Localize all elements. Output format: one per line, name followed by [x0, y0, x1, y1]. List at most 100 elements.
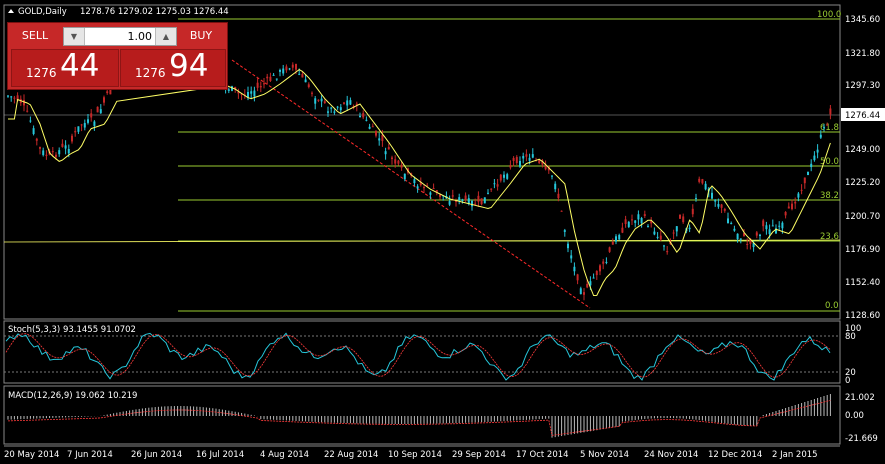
- fibonacci-retracement[interactable]: 100.0 61.8 50.0 38.2 23.6 0.0: [3, 10, 841, 312]
- stoch-main-line: [5, 332, 831, 381]
- candle-body: [775, 228, 777, 234]
- macd-histogram: [7, 394, 831, 438]
- candle-body: [618, 234, 621, 240]
- candle-body: [698, 178, 701, 182]
- macd-level: -21.669: [845, 434, 878, 444]
- candle-body: [307, 84, 310, 88]
- candle-body: [263, 83, 265, 85]
- lot-size-input[interactable]: [86, 28, 152, 45]
- price-label: 1152.40: [845, 278, 880, 288]
- candle-body: [474, 203, 477, 205]
- candle-body: [103, 97, 105, 103]
- candle-body: [663, 245, 665, 247]
- buy-price-button[interactable]: 1276 94: [120, 48, 226, 87]
- candle-body: [13, 97, 16, 99]
- date-label: 26 Jun 2014: [131, 450, 182, 460]
- date-label: 2 Jan 2015: [772, 450, 818, 460]
- candle-body: [656, 236, 659, 238]
- candle-body: [439, 194, 441, 197]
- symbol-title: GOLD,Daily: [18, 7, 67, 17]
- candle-body: [106, 91, 109, 94]
- candle-body: [42, 150, 45, 156]
- candle-body: [461, 199, 464, 201]
- candle-body: [490, 188, 493, 190]
- candle-body: [448, 201, 451, 205]
- candle-body: [467, 198, 470, 204]
- current-price-tag: [841, 108, 885, 121]
- candle-body: [829, 108, 832, 115]
- sell-price-pips: 44: [60, 48, 100, 84]
- candle-body: [807, 171, 809, 176]
- lot-size-stepper[interactable]: ▼ ▲: [63, 27, 177, 46]
- candle-body: [576, 274, 579, 281]
- candle-body: [39, 147, 41, 149]
- candle-body: [531, 154, 534, 158]
- candle-body: [301, 74, 304, 78]
- moving-average-line: [8, 69, 831, 297]
- candle-body: [327, 111, 329, 113]
- candle-body: [493, 183, 496, 185]
- candle-body: [23, 100, 25, 106]
- candle-body: [109, 89, 112, 95]
- candle-body: [435, 189, 438, 193]
- candle-body: [621, 227, 624, 233]
- horizontal-line[interactable]: [3, 239, 841, 243]
- candle-body: [567, 243, 569, 249]
- candle-body: [419, 182, 422, 186]
- date-label: 29 Sep 2014: [452, 450, 506, 460]
- price-label: 1297.30: [845, 81, 880, 91]
- trend-line[interactable]: [231, 59, 591, 309]
- candle-body: [455, 200, 457, 202]
- buy-price-pips: 94: [169, 48, 209, 84]
- candle-body: [589, 281, 592, 286]
- date-label: 22 Aug 2014: [324, 450, 378, 460]
- candle-body: [317, 99, 320, 101]
- candle-body: [275, 78, 278, 80]
- chevron-down-icon[interactable]: ▼: [64, 28, 85, 45]
- candle-body: [816, 149, 819, 153]
- candle-body: [743, 233, 745, 237]
- candle-body: [787, 206, 790, 209]
- candle-body: [58, 150, 61, 155]
- main-chart-frame: [3, 4, 841, 320]
- sell-button[interactable]: SELL: [11, 27, 59, 45]
- candle-body: [237, 91, 240, 94]
- candle-body: [583, 292, 585, 295]
- candle-body: [643, 214, 646, 216]
- candle-body: [391, 157, 393, 160]
- date-label: 12 Dec 2014: [708, 450, 762, 460]
- candle-body: [634, 220, 637, 223]
- candle-body: [650, 220, 653, 224]
- candle-body: [672, 232, 675, 234]
- chevron-up-icon[interactable]: ▲: [155, 28, 176, 45]
- candle-body: [234, 86, 237, 90]
- sell-price-button[interactable]: 1276 44: [11, 48, 119, 87]
- candle-body: [74, 131, 77, 133]
- candle-body: [285, 66, 288, 71]
- candle-body: [227, 89, 230, 91]
- candle-body: [272, 74, 275, 76]
- candle-body: [755, 232, 758, 236]
- stoch-level: 0: [845, 376, 850, 386]
- candle-body: [339, 107, 342, 111]
- buy-button[interactable]: BUY: [178, 27, 224, 45]
- candle-body: [557, 193, 560, 199]
- candle-body: [26, 110, 29, 112]
- candle-body: [679, 214, 681, 219]
- collapse-arrow-icon[interactable]: [8, 9, 14, 13]
- candle-body: [231, 86, 233, 91]
- date-label: 24 Nov 2014: [644, 450, 698, 460]
- candle-body: [602, 261, 605, 264]
- candle-body: [563, 230, 566, 232]
- candle-body: [541, 160, 544, 165]
- candle-body: [295, 63, 297, 70]
- date-label: 4 Aug 2014: [260, 450, 309, 460]
- price-label: 1225.20: [845, 178, 880, 188]
- candle-body: [538, 160, 541, 164]
- candle-body: [717, 204, 720, 207]
- date-label: 17 Oct 2014: [516, 450, 569, 460]
- candle-body: [647, 225, 649, 227]
- candle-body: [304, 79, 307, 83]
- candle-body: [330, 107, 333, 109]
